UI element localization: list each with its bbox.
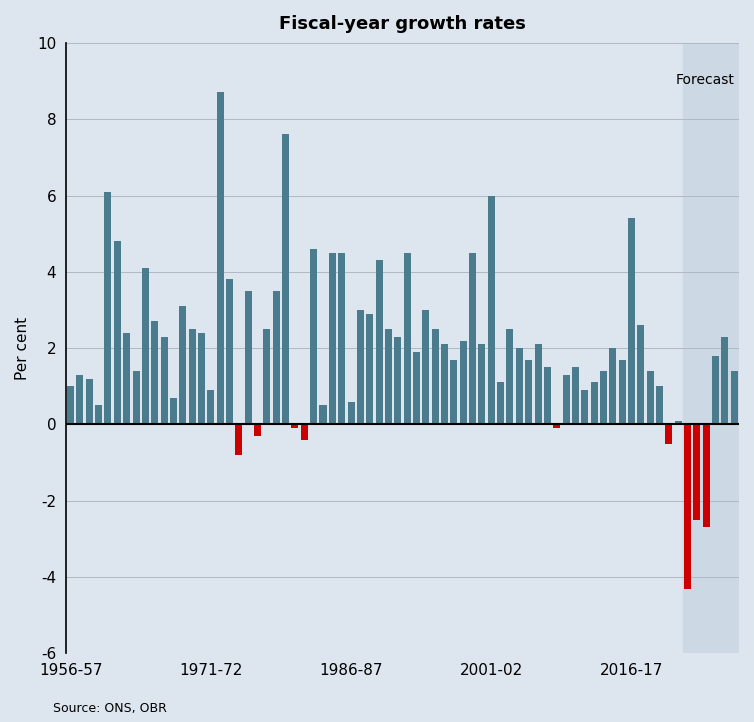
- Bar: [254, 425, 261, 436]
- Bar: [683, 43, 739, 653]
- Bar: [123, 333, 130, 425]
- Bar: [403, 253, 411, 425]
- Bar: [637, 325, 645, 425]
- Bar: [422, 310, 429, 425]
- Bar: [507, 329, 513, 425]
- Bar: [572, 367, 579, 425]
- Bar: [516, 348, 523, 425]
- Bar: [441, 344, 448, 425]
- Bar: [375, 261, 382, 425]
- Bar: [207, 390, 214, 425]
- Bar: [562, 375, 569, 425]
- Bar: [67, 386, 74, 425]
- Bar: [703, 425, 710, 528]
- Bar: [413, 352, 420, 425]
- Bar: [329, 253, 336, 425]
- Bar: [273, 291, 280, 425]
- Bar: [609, 348, 616, 425]
- Bar: [684, 425, 691, 588]
- Bar: [161, 336, 167, 425]
- Bar: [581, 390, 588, 425]
- Bar: [339, 253, 345, 425]
- Bar: [731, 371, 738, 425]
- Bar: [245, 291, 252, 425]
- Bar: [357, 310, 364, 425]
- Bar: [282, 134, 289, 425]
- Bar: [170, 398, 177, 425]
- Bar: [226, 279, 233, 425]
- Bar: [535, 344, 541, 425]
- Bar: [348, 401, 354, 425]
- Bar: [553, 425, 560, 428]
- Bar: [263, 329, 271, 425]
- Bar: [694, 425, 700, 520]
- Bar: [235, 425, 242, 455]
- Bar: [76, 375, 84, 425]
- Bar: [450, 360, 458, 425]
- Bar: [460, 341, 467, 425]
- Bar: [152, 321, 158, 425]
- Bar: [385, 329, 392, 425]
- Bar: [320, 405, 326, 425]
- Bar: [497, 383, 504, 425]
- Title: Fiscal-year growth rates: Fiscal-year growth rates: [279, 15, 526, 33]
- Bar: [600, 371, 607, 425]
- Y-axis label: Per cent: Per cent: [15, 316, 30, 380]
- Bar: [590, 383, 598, 425]
- Bar: [525, 360, 532, 425]
- Bar: [95, 405, 102, 425]
- Bar: [647, 371, 654, 425]
- Bar: [618, 360, 626, 425]
- Bar: [656, 386, 663, 425]
- Bar: [722, 336, 728, 425]
- Bar: [432, 329, 439, 425]
- Bar: [292, 425, 299, 428]
- Bar: [188, 329, 195, 425]
- Bar: [469, 253, 476, 425]
- Bar: [105, 192, 112, 425]
- Bar: [366, 314, 373, 425]
- Bar: [216, 92, 224, 425]
- Bar: [86, 378, 93, 425]
- Bar: [628, 219, 635, 425]
- Text: Forecast: Forecast: [676, 74, 734, 87]
- Bar: [133, 371, 139, 425]
- Bar: [712, 356, 719, 425]
- Bar: [544, 367, 551, 425]
- Bar: [198, 333, 205, 425]
- Bar: [665, 425, 673, 443]
- Text: Source: ONS, OBR: Source: ONS, OBR: [53, 702, 167, 715]
- Bar: [142, 268, 149, 425]
- Bar: [179, 306, 186, 425]
- Bar: [114, 241, 121, 425]
- Bar: [301, 425, 308, 440]
- Bar: [675, 421, 682, 425]
- Bar: [310, 249, 317, 425]
- Bar: [488, 196, 495, 425]
- Bar: [394, 336, 401, 425]
- Bar: [479, 344, 486, 425]
